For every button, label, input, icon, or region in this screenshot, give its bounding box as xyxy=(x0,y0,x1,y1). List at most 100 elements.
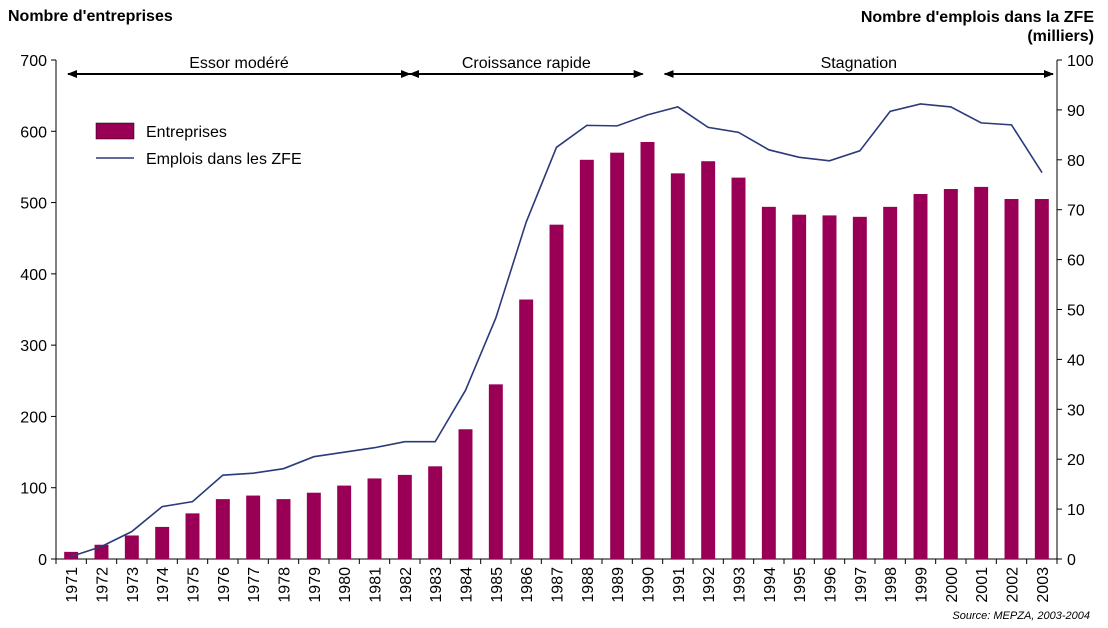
bar-entreprises xyxy=(761,206,776,559)
line-point-emplois xyxy=(980,122,982,124)
x-tick-label: 1977 xyxy=(246,567,263,603)
bar-entreprises xyxy=(822,215,837,559)
line-point-emplois xyxy=(677,106,679,108)
line-point-emplois xyxy=(222,474,224,476)
legend: Entreprises Emplois dans les ZFE xyxy=(95,122,302,168)
x-tick-label: 1992 xyxy=(701,567,718,603)
line-point-emplois xyxy=(161,506,163,508)
bar-entreprises xyxy=(731,177,746,559)
bar-entreprises xyxy=(519,299,534,559)
period-label-bg xyxy=(442,52,611,72)
x-tick-label: 1971 xyxy=(64,567,81,603)
x-tick-label: 1999 xyxy=(914,567,931,603)
bar-entreprises xyxy=(640,141,655,559)
line-point-emplois xyxy=(1010,124,1013,126)
x-tick-label: 2001 xyxy=(974,567,991,603)
line-point-emplois xyxy=(434,441,436,443)
line-point-emplois xyxy=(1041,171,1043,173)
x-tick-label: 1989 xyxy=(610,567,627,603)
line-point-emplois xyxy=(737,131,740,133)
bar-entreprises xyxy=(943,189,958,559)
line-point-emplois xyxy=(707,126,709,128)
right-axis-title-line2: (milliers) xyxy=(1027,28,1094,45)
legend-label-entreprises: Entreprises xyxy=(146,124,227,141)
x-tick-label: 1973 xyxy=(125,567,142,603)
line-point-emplois xyxy=(100,545,103,548)
line-point-emplois xyxy=(343,451,345,453)
x-tick-label: 1993 xyxy=(732,567,749,603)
x-tick-label: 1986 xyxy=(519,567,536,603)
x-tick-label: 1976 xyxy=(216,567,233,603)
x-tick-label: 1997 xyxy=(853,567,870,603)
line-point-emplois xyxy=(70,555,72,558)
x-tick-label: 1981 xyxy=(368,567,385,603)
bar-entreprises xyxy=(670,173,685,559)
x-tick-label: 1985 xyxy=(489,567,506,603)
period-label-bg xyxy=(806,52,911,72)
right-tick-label: 40 xyxy=(1067,352,1085,369)
x-tick-label: 1995 xyxy=(792,567,809,603)
left-tick-label: 600 xyxy=(20,124,47,141)
x-tick-label: 1994 xyxy=(762,567,779,603)
x-tick-label: 2003 xyxy=(1035,567,1052,603)
right-tick-label: 20 xyxy=(1067,452,1085,469)
line-point-emplois xyxy=(828,160,831,162)
line-point-emplois xyxy=(586,124,588,126)
period-label-bg xyxy=(177,52,301,72)
legend-label-emplois: Emplois dans les ZFE xyxy=(146,151,302,168)
line-point-emplois xyxy=(373,447,376,449)
right-axis-title-line1: Nombre d'emplois dans la ZFE xyxy=(860,9,1094,26)
x-tick-label: 2002 xyxy=(1005,567,1022,603)
right-tick-label: 30 xyxy=(1067,402,1085,419)
x-tick-label: 1998 xyxy=(883,567,900,603)
bar-entreprises xyxy=(549,224,564,560)
line-point-emplois xyxy=(282,468,285,470)
bar-entreprises xyxy=(883,206,898,559)
line-point-emplois xyxy=(464,389,467,391)
x-tick-label: 2000 xyxy=(944,567,961,603)
right-tick-label: 10 xyxy=(1067,502,1085,519)
source-note: Source: MEPZA, 2003-2004 xyxy=(952,610,1090,622)
period-label: Essor modéré xyxy=(189,55,289,72)
x-tick-label: 1996 xyxy=(823,567,840,603)
bar-entreprises xyxy=(610,152,625,559)
bar-entreprises xyxy=(792,214,807,559)
line-point-emplois xyxy=(555,146,558,148)
bar-entreprises xyxy=(974,186,989,560)
x-tick-label: 1978 xyxy=(277,567,294,603)
line-point-emplois xyxy=(768,149,770,151)
bar-entreprises xyxy=(458,429,473,559)
line-group xyxy=(70,103,1043,558)
bars-group xyxy=(64,141,1049,560)
bar-entreprises xyxy=(64,551,79,559)
bar-entreprises xyxy=(367,478,382,559)
left-tick-label: 200 xyxy=(20,409,47,426)
x-tick-label: 1987 xyxy=(550,567,567,603)
bar-entreprises xyxy=(488,384,503,559)
left-tick-label: 700 xyxy=(20,53,47,70)
line-point-emplois xyxy=(889,110,891,112)
right-tick-label: 0 xyxy=(1067,552,1076,569)
line-point-emplois xyxy=(919,103,922,105)
bar-entreprises xyxy=(124,535,139,559)
line-point-emplois xyxy=(646,114,649,116)
right-tick-label: 60 xyxy=(1067,253,1085,270)
right-axis-title: Nombre d'emplois dans la ZFE (milliers) xyxy=(861,8,1094,46)
bar-entreprises xyxy=(852,216,867,560)
x-tick-label: 1975 xyxy=(186,567,203,603)
right-tick-label: 90 xyxy=(1067,103,1085,120)
bar-entreprises xyxy=(215,499,230,559)
x-tick-label: 1990 xyxy=(641,567,658,603)
x-tick-label: 1980 xyxy=(337,567,354,603)
period-label: Croissance rapide xyxy=(462,55,591,72)
line-point-emplois xyxy=(950,106,952,108)
bar-entreprises xyxy=(337,485,352,559)
left-axis-title: Nombre d'entreprises xyxy=(8,8,173,25)
bar-entreprises xyxy=(701,161,716,559)
x-tick-label: 1972 xyxy=(95,567,112,603)
bar-entreprises xyxy=(397,474,412,559)
x-tick-label: 1984 xyxy=(459,567,476,603)
line-point-emplois xyxy=(191,501,194,503)
x-tick-label: 1988 xyxy=(580,567,597,603)
